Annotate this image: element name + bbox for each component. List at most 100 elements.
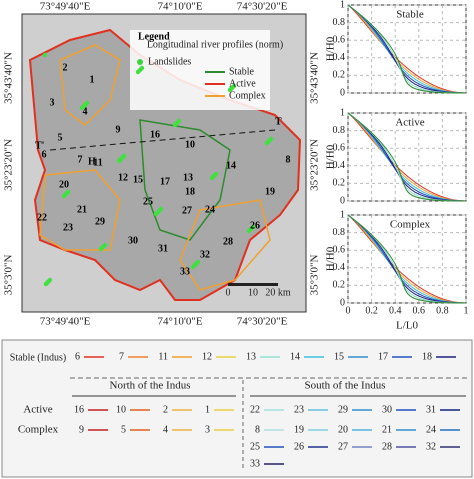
lat-label: 35°23'20"N: [3, 139, 15, 191]
entry-label: 29: [338, 404, 348, 415]
lat-label: 35°3'0"N: [309, 255, 321, 296]
x-tick-label: 0.8: [436, 305, 449, 316]
legend-label: Complex: [229, 90, 266, 101]
y-tick-label: 0.4: [333, 160, 346, 171]
basin-number: 24: [205, 204, 215, 215]
panel-title-box: [385, 218, 435, 232]
basin-number: 13: [183, 172, 193, 183]
y-tick-label: 0.8: [333, 17, 346, 28]
landslide: [65, 189, 71, 195]
landslide: [195, 259, 201, 265]
basin-number: 12: [118, 172, 128, 183]
entry-label: 13: [246, 351, 256, 362]
profile-end: T: [275, 116, 282, 127]
landslide: [250, 224, 256, 230]
entry-label: 7: [119, 351, 124, 362]
profile-curve: [347, 112, 467, 202]
x-tick-label: 0.2: [365, 305, 378, 316]
y-axis-label: H/H0: [325, 246, 337, 271]
profile-end: H: [88, 156, 96, 167]
landslide: [268, 136, 274, 142]
landslide: [102, 242, 108, 248]
row-label: Active: [23, 404, 52, 416]
y-tick-label: 0.6: [333, 244, 346, 255]
table-box: [1, 339, 473, 478]
y-tick-label: 0.8: [333, 227, 346, 238]
x-tick-label: 1: [464, 305, 469, 316]
landslide-symbol: [137, 59, 143, 65]
basin-number: 25: [143, 196, 153, 207]
basin-number: 3: [50, 97, 55, 108]
entry-label: 10: [116, 404, 126, 415]
landslide-label: Landslides: [148, 56, 191, 67]
legend-label: Stable: [229, 66, 255, 77]
entry-label: 33: [250, 458, 260, 469]
landslide: [84, 100, 90, 106]
heading: North of the Indus: [110, 380, 191, 392]
basin-number: 31: [158, 243, 168, 254]
subbasin: [139, 119, 231, 241]
entry-label: 24: [426, 424, 436, 435]
landslide: [231, 83, 237, 89]
entry-label: 5: [121, 424, 126, 435]
entry-label: 17: [378, 351, 388, 362]
y-tick-label: 0.8: [333, 125, 346, 136]
y-tick-label: 0.2: [333, 70, 346, 81]
basin-number: 2: [63, 62, 68, 73]
entry-label: 21: [382, 424, 392, 435]
basin-number: 1: [90, 74, 95, 85]
y-axis-label: H/H0: [325, 36, 337, 61]
x-tick-label: 0.4: [389, 305, 402, 316]
y-tick-label: 0: [340, 195, 345, 206]
y-tick-label: 0: [340, 297, 345, 308]
scale-label: 0: [226, 287, 231, 298]
entry-label: 22: [250, 404, 260, 415]
entry-label: 28: [382, 441, 392, 452]
subbasin: [39, 169, 121, 251]
y-tick-label: 0.6: [333, 34, 346, 45]
basin-number: 14: [226, 160, 236, 171]
landslide: [176, 118, 182, 124]
basin-number: 11: [93, 157, 102, 168]
basin-number: 28: [223, 236, 233, 247]
entry-label: 26: [294, 441, 304, 452]
y-tick-label: 0.4: [333, 52, 346, 63]
landslide: [42, 52, 48, 58]
entry-label: 20: [338, 424, 348, 435]
entry-label: 16: [74, 404, 84, 415]
y-tick-label: 0.2: [333, 178, 346, 189]
basin-number: 26: [250, 220, 260, 231]
entry-label: 9: [79, 424, 84, 435]
basin-number: 8: [286, 154, 291, 165]
y-axis-label: H/H0: [325, 144, 337, 169]
row-label: Stable (Indus): [10, 352, 66, 363]
panel-title: Stable: [396, 9, 424, 21]
profile-curve: [347, 214, 467, 304]
y-tick-label: 0.6: [333, 142, 346, 153]
landslide: [158, 206, 164, 212]
basin-number: 22: [37, 212, 47, 223]
scale-label: 20 km: [265, 287, 291, 298]
subbasin: [59, 44, 121, 126]
basin-number: 23: [63, 222, 73, 233]
lon-label: 73°49'40"E: [40, 1, 91, 13]
basin-number: 15: [133, 174, 143, 185]
y-tick-label: 0.2: [333, 280, 346, 291]
scale-bar: [228, 283, 278, 286]
entry-label: 14: [290, 351, 300, 362]
x-tick-label: 0.6: [413, 305, 426, 316]
lon-label: 74°10'0"E: [157, 316, 202, 328]
profile-end: T': [35, 140, 45, 151]
basin-number: 5: [58, 132, 63, 143]
panel-title-box: [385, 116, 435, 130]
y-tick-label: 0.4: [333, 262, 346, 273]
basin-number: 29: [95, 216, 105, 227]
lon-label: 74°30'20"E: [237, 1, 288, 13]
lon-label: 74°30'20"E: [237, 316, 288, 328]
profile-line: [49, 129, 276, 151]
row-label: Complex: [18, 424, 59, 436]
entry-label: 18: [422, 351, 432, 362]
entry-label: 12: [202, 351, 212, 362]
legend-box: [130, 30, 270, 110]
